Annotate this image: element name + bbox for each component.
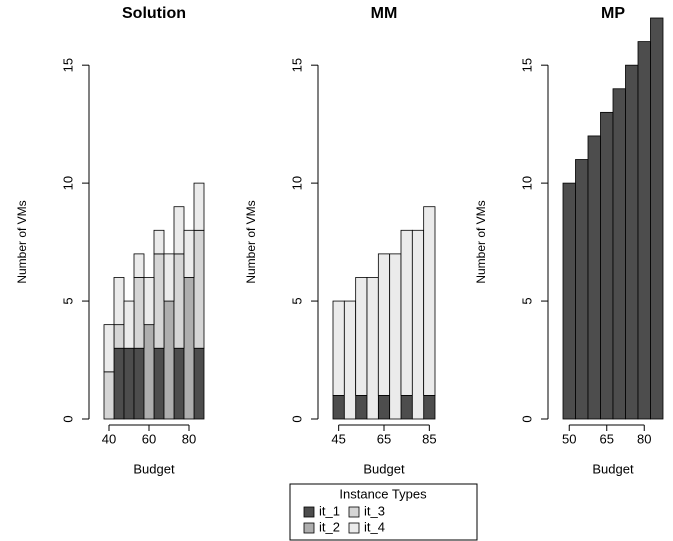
bar-segment	[173, 253, 185, 349]
y-axis-label: Number of VMs	[15, 200, 29, 283]
bar-segment	[389, 253, 402, 420]
bar-segment	[113, 347, 125, 420]
bar-segment	[400, 229, 413, 396]
bar-segment	[343, 300, 357, 420]
y-tick-label: 15	[60, 58, 75, 72]
bar-segment	[193, 182, 205, 231]
legend-label: it_4	[364, 519, 385, 534]
x-tick-label: 80	[182, 431, 196, 446]
bar-segment	[637, 41, 651, 420]
bar-segment	[587, 135, 601, 420]
y-tick-label: 5	[519, 297, 534, 304]
x-tick-label: 40	[102, 431, 116, 446]
legend-box	[289, 483, 478, 541]
bar-segment	[562, 182, 576, 420]
bar-segment	[332, 300, 345, 396]
x-axis-label: Budget	[133, 461, 175, 476]
bar-segment	[423, 206, 436, 396]
bar-segment	[133, 253, 145, 278]
x-axis-label: Budget	[363, 461, 405, 476]
bar-segment	[103, 371, 115, 420]
panel-title: MP	[601, 5, 625, 22]
bar-segment	[173, 347, 185, 420]
bar-segment	[355, 277, 368, 396]
bar-segment	[193, 347, 205, 420]
bar-segment	[113, 277, 125, 326]
bar-segment	[143, 324, 155, 420]
bar-segment	[183, 229, 195, 278]
panel-title: MM	[371, 5, 398, 22]
y-tick-label: 15	[289, 58, 304, 72]
bar-segment	[355, 395, 368, 420]
legend-label: it_3	[364, 503, 385, 518]
y-tick-label: 5	[60, 297, 75, 304]
y-tick-label: 5	[289, 297, 304, 304]
bar-segment	[366, 277, 379, 420]
x-tick-label: 60	[142, 431, 156, 446]
y-axis-label: Number of VMs	[244, 200, 258, 283]
bar-segment	[400, 395, 413, 420]
x-axis-label: Budget	[592, 461, 634, 476]
bar-segment	[377, 395, 391, 420]
bar-segment	[423, 395, 436, 420]
y-tick-label: 0	[60, 415, 75, 422]
x-tick-label: 80	[637, 431, 651, 446]
legend-swatch	[303, 506, 315, 518]
bar-segment	[183, 277, 195, 420]
bar-segment	[600, 111, 614, 420]
bar-segment	[123, 347, 135, 420]
bar-segment	[377, 253, 391, 396]
bar-segment	[133, 277, 145, 349]
x-tick-label: 65	[600, 431, 614, 446]
panel-title: Solution	[122, 5, 186, 22]
legend-swatch	[303, 522, 315, 534]
legend-title: Instance Types	[339, 486, 427, 501]
bar-segment	[411, 229, 425, 420]
legend-label: it_2	[319, 519, 340, 534]
bar-segment	[650, 17, 664, 420]
bar-segment	[153, 229, 165, 255]
y-tick-label: 10	[60, 176, 75, 190]
bar-segment	[143, 277, 155, 326]
bar-segment	[123, 300, 135, 349]
bar-segment	[103, 324, 115, 373]
bar-segment	[163, 253, 175, 302]
x-tick-label: 45	[331, 431, 345, 446]
legend-swatch	[348, 506, 360, 518]
bar-segment	[153, 253, 165, 349]
bar-segment	[153, 347, 165, 420]
x-tick-label: 50	[562, 431, 576, 446]
y-tick-label: 0	[289, 415, 304, 422]
legend-label: it_1	[319, 503, 340, 518]
y-tick-label: 10	[289, 176, 304, 190]
y-axis-label: Number of VMs	[474, 200, 488, 283]
bar-segment	[113, 324, 125, 349]
y-tick-label: 15	[519, 58, 534, 72]
x-tick-label: 65	[377, 431, 391, 446]
bar-segment	[625, 64, 639, 420]
bar-segment	[332, 395, 345, 420]
y-tick-label: 0	[519, 415, 534, 422]
x-tick-label: 85	[422, 431, 436, 446]
bar-segment	[163, 300, 175, 420]
bar-segment	[193, 229, 205, 349]
bar-segment	[575, 159, 589, 420]
legend-swatch	[348, 522, 360, 534]
bar-segment	[133, 347, 145, 420]
y-tick-label: 10	[519, 176, 534, 190]
bar-segment	[173, 206, 185, 255]
bar-segment	[612, 88, 626, 420]
